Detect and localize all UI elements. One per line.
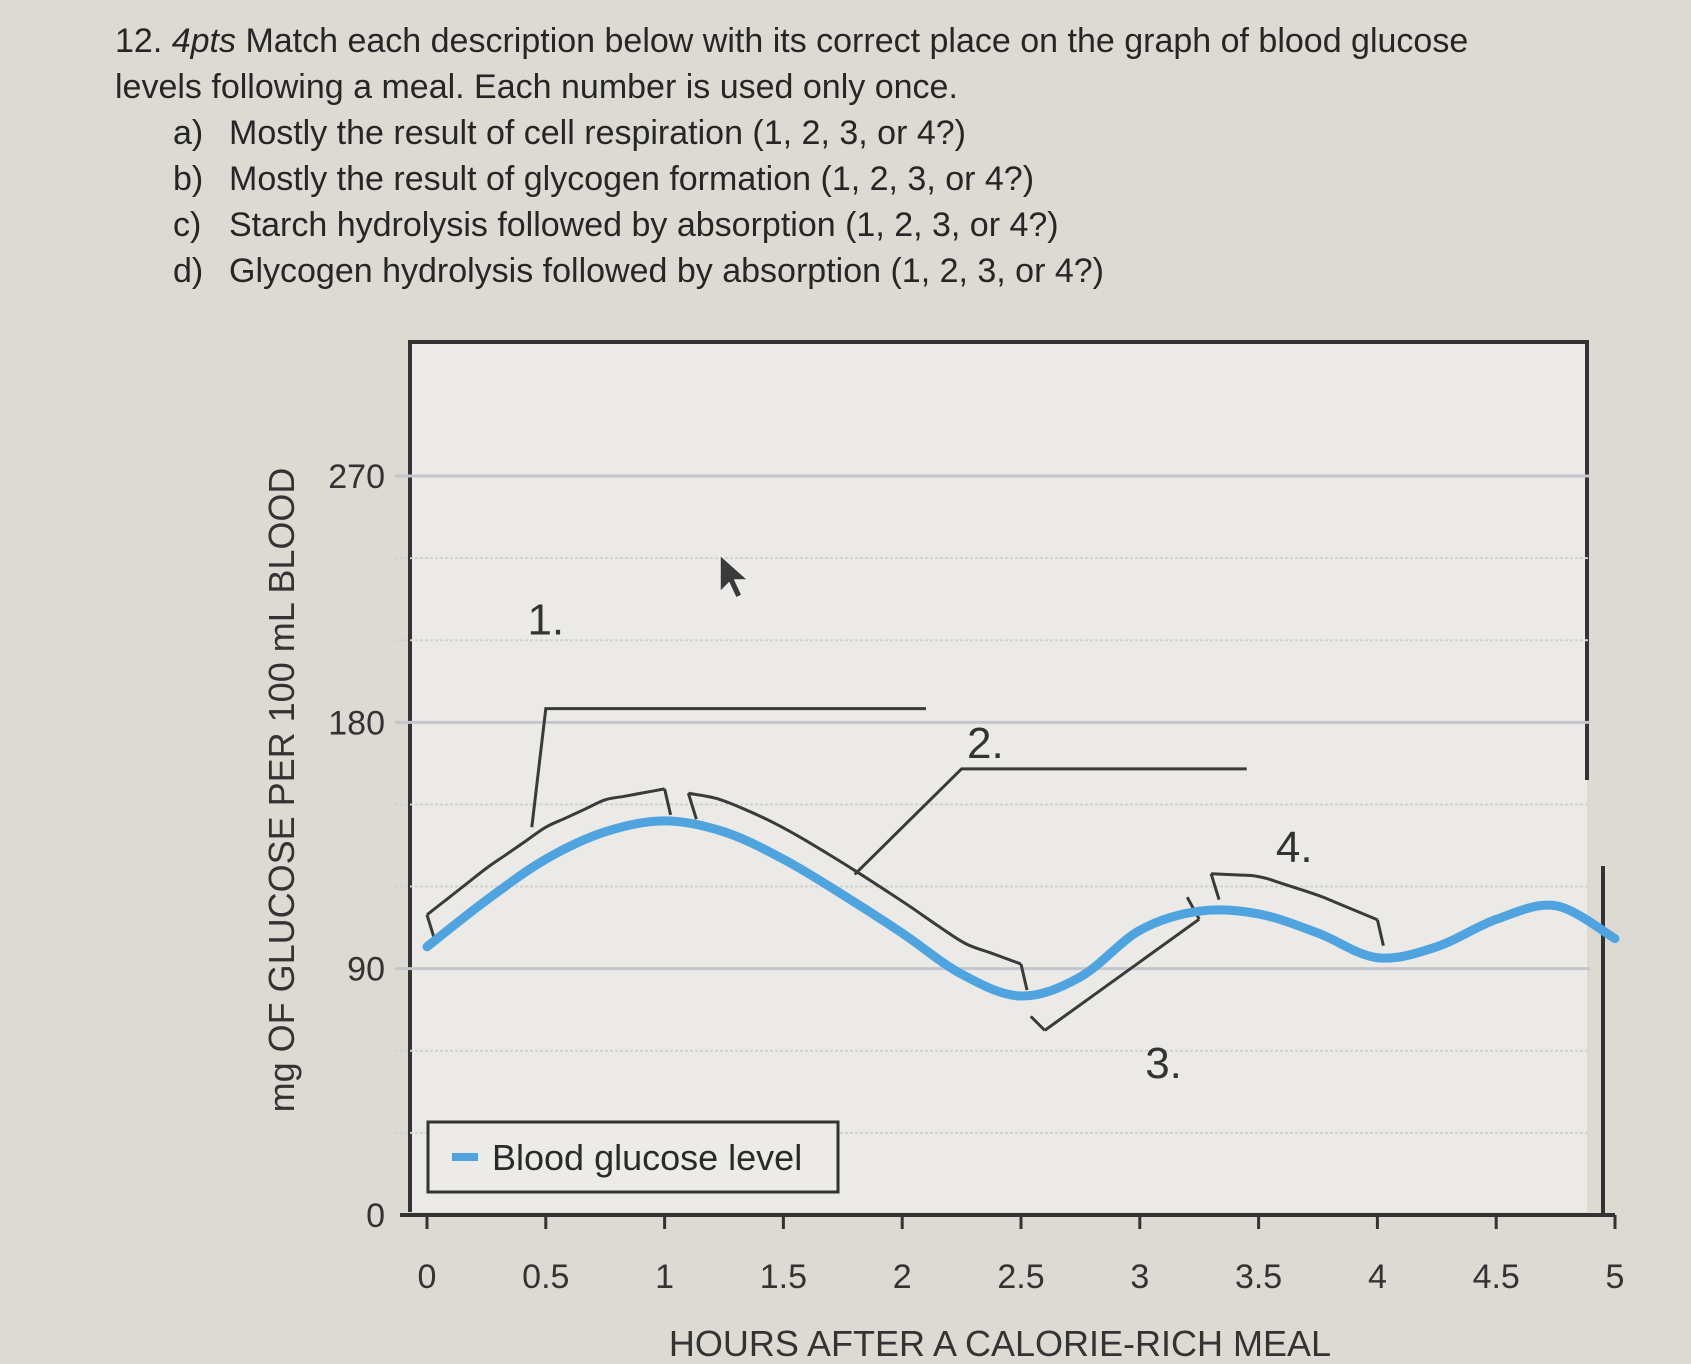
series-0-point-4 xyxy=(664,820,665,821)
series-0-point-19 xyxy=(1555,905,1556,906)
x-tick-label-6: 3 xyxy=(1130,1258,1149,1296)
series-0-point-6 xyxy=(783,859,784,860)
series-0-point-3 xyxy=(605,831,606,832)
x-tick-label-1: 0.5 xyxy=(522,1258,569,1296)
bracket-2 xyxy=(688,791,1022,966)
bracket-1-end-b xyxy=(663,788,673,816)
series-0-point-10 xyxy=(1021,996,1022,997)
y-tick-label-0: 0 xyxy=(366,1197,385,1235)
legend-box xyxy=(426,1120,840,1194)
series-0-point-12 xyxy=(1139,930,1140,931)
x-tick-label-3: 1.5 xyxy=(760,1258,807,1296)
leader-1 xyxy=(530,707,926,828)
series-0-point-1 xyxy=(486,900,487,901)
bracket-3-end-a xyxy=(1029,1015,1046,1032)
series-0-point-18 xyxy=(1496,919,1497,920)
series-line-0 xyxy=(422,816,1620,1001)
y-tick-label-2: 180 xyxy=(328,704,385,742)
x-tick-label-10: 5 xyxy=(1606,1258,1625,1296)
y-axis-label: mg OF GLUCOSE PER 100 mL BLOOD xyxy=(261,468,302,1113)
x-tick-label-9: 4.5 xyxy=(1473,1258,1520,1296)
series-0-point-16 xyxy=(1377,957,1378,958)
bracket-4-end-a xyxy=(1209,873,1221,901)
annotation-label-1: 1. xyxy=(527,596,564,645)
series-0-point-20 xyxy=(1615,938,1616,939)
plot-area xyxy=(410,342,1587,1212)
option-c: c) Starch hydrolysis followed by absorpti… xyxy=(173,206,1059,244)
x-tick-label-2: 1 xyxy=(655,1258,674,1296)
bracket-2-end-b xyxy=(1019,963,1029,991)
bracket-1 xyxy=(426,787,665,916)
annotation-label-4: 4. xyxy=(1276,823,1313,872)
y-tick-label-1: 90 xyxy=(347,951,385,989)
option-b: b) Mostly the result of glycogen formatio… xyxy=(173,160,1035,198)
y-tick-label-3: 270 xyxy=(328,458,385,496)
options-list: a) Mostly the result of cell respiration … xyxy=(173,110,1675,294)
x-tick-label-5: 2.5 xyxy=(997,1258,1044,1296)
bracket-2-end-a xyxy=(686,792,698,820)
option-a: a) Mostly the result of cell respiration … xyxy=(173,114,966,152)
legend-label: Blood glucose level xyxy=(492,1137,802,1178)
series-0-point-15 xyxy=(1318,933,1319,934)
bracket-4 xyxy=(1211,872,1378,922)
bracket-4-end-b xyxy=(1375,919,1385,947)
series-0-point-0 xyxy=(427,946,428,947)
x-tick-label-0: 0 xyxy=(418,1258,437,1296)
series-0-point-13 xyxy=(1199,911,1200,912)
x-axis-label: HOURS AFTER A CALORIE-RICH MEAL xyxy=(669,1323,1331,1364)
series-0-point-8 xyxy=(902,933,903,934)
series-0-point-7 xyxy=(842,894,843,895)
x-tick-label-4: 2 xyxy=(893,1258,912,1296)
annotation-label-3: 3. xyxy=(1145,1039,1182,1088)
x-tick-label-7: 3.5 xyxy=(1235,1258,1282,1296)
leader-2 xyxy=(853,767,1247,876)
question-line-1: 12. 4pts Match each description below wi… xyxy=(115,18,1675,64)
mouse-cursor-icon xyxy=(719,553,750,600)
grid-lines xyxy=(395,474,1590,1134)
question-block: 12. 4pts Match each description below wi… xyxy=(115,18,1675,294)
series-0-point-14 xyxy=(1258,913,1259,914)
series-0-point-2 xyxy=(545,859,546,860)
plot-frame xyxy=(408,340,1589,1212)
series-0-point-17 xyxy=(1436,946,1437,947)
annotation-label-2: 2. xyxy=(967,719,1004,768)
series-0-point-5 xyxy=(724,831,725,832)
bracket-3 xyxy=(1043,917,1201,1032)
series-0-point-11 xyxy=(1080,976,1081,977)
series-0-point-9 xyxy=(961,974,962,975)
x-tick-label-8: 4 xyxy=(1368,1258,1387,1296)
question-number: 12. xyxy=(115,22,163,60)
option-d: d) Glycogen hydrolysis followed by absorp… xyxy=(173,252,1105,290)
question-points: 4pts xyxy=(171,22,236,60)
question-prompt-2: levels following a meal. Each number is … xyxy=(115,68,958,106)
question-prompt-1: Match each description below with its co… xyxy=(245,22,1469,60)
